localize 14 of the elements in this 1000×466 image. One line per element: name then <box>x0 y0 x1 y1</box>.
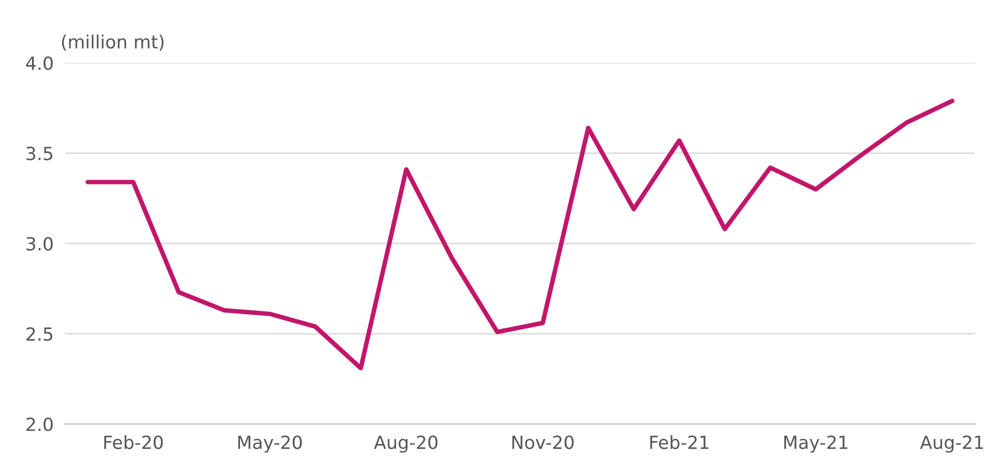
y-tick-label: 4.0 <box>26 56 53 70</box>
y-tick-label: 2.0 <box>26 418 53 432</box>
line-series <box>86 98 954 370</box>
x-tick-label: May-21 <box>784 435 848 453</box>
y-axis-title: (million mt) <box>62 34 164 51</box>
x-tick-label: Aug-20 <box>374 435 438 453</box>
x-tick-label: Aug-21 <box>920 435 983 453</box>
x-tick-label: May-20 <box>238 435 302 453</box>
x-tick-label: Feb-20 <box>104 435 163 450</box>
y-tick-label: 2.5 <box>26 327 52 341</box>
x-tick-label: Nov-20 <box>512 435 574 450</box>
x-tick-label: Feb-21 <box>650 435 708 450</box>
y-tick-label: 3.5 <box>26 146 52 160</box>
y-tick-label: 3.0 <box>26 236 53 251</box>
